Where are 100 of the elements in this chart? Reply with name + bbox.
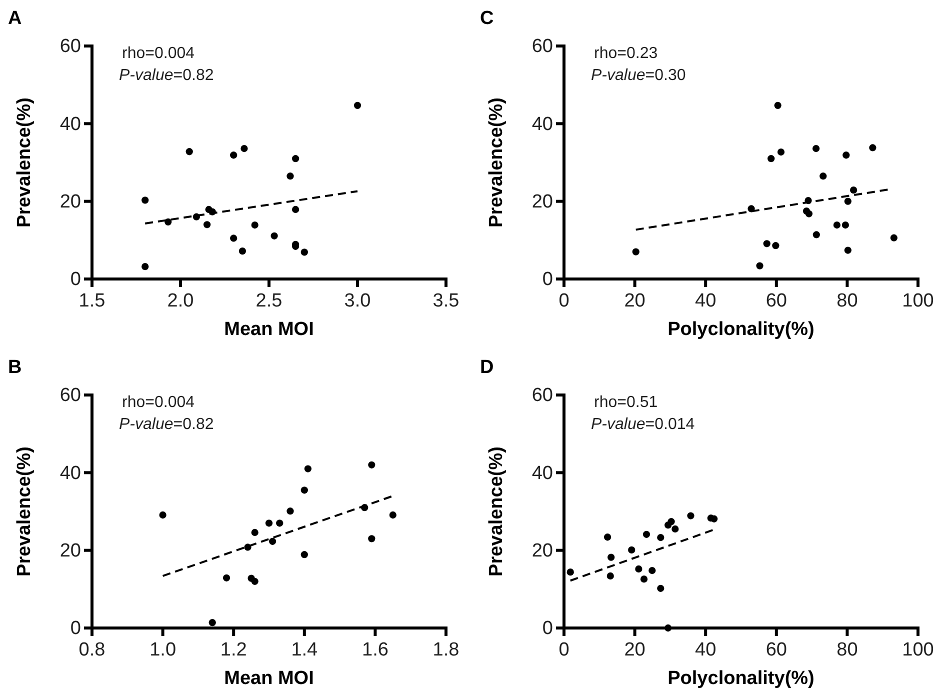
- annotation: P-value=0.82: [119, 67, 214, 84]
- point: [606, 572, 614, 580]
- point: [687, 512, 694, 520]
- point: [268, 538, 276, 545]
- point: [222, 574, 230, 582]
- point: [251, 578, 258, 585]
- point: [208, 619, 216, 626]
- point: [240, 144, 248, 152]
- x-tick-label: 60: [766, 639, 787, 660]
- x-tick-label: 2.5: [256, 290, 282, 312]
- y-tick-label: 0: [542, 269, 553, 290]
- point: [142, 263, 149, 270]
- point: [812, 231, 820, 238]
- annotation: rho=0.51: [594, 394, 658, 411]
- x-tick-label: 1.5: [78, 290, 106, 312]
- x-tick-label: 1.8: [432, 639, 460, 660]
- point: [657, 584, 664, 592]
- point: [238, 247, 246, 255]
- point: [628, 546, 636, 554]
- point: [276, 520, 284, 527]
- point: [642, 530, 650, 538]
- point: [668, 518, 675, 526]
- x-tick-label: 20: [624, 290, 646, 312]
- point: [159, 511, 166, 519]
- x-tick-label: 80: [836, 639, 858, 660]
- point: [608, 554, 615, 561]
- point: [203, 221, 211, 228]
- point: [270, 232, 278, 240]
- point: [844, 198, 852, 205]
- x-axis-title: Polyclonality(%): [668, 668, 814, 689]
- chart-title: C: [480, 8, 494, 29]
- y-tick-label: 20: [532, 540, 553, 562]
- point: [604, 534, 612, 541]
- x-tick-label: 20: [624, 639, 646, 660]
- y-tick-label: 40: [532, 462, 553, 484]
- point: [672, 525, 679, 533]
- x-tick-label: 40: [695, 290, 716, 312]
- y-tick-label: 40: [532, 114, 553, 135]
- y-tick-label: 40: [60, 114, 81, 135]
- x-tick-label: 0.8: [78, 639, 106, 660]
- x-tick-label: 3.5: [432, 290, 460, 312]
- point: [230, 152, 238, 159]
- x-tick-label: 0: [558, 290, 570, 312]
- x-tick-label: 1.4: [291, 639, 318, 660]
- x-tick-label: 1.0: [150, 639, 176, 660]
- point: [368, 461, 376, 468]
- point: [664, 624, 672, 632]
- y-tick-label: 60: [532, 385, 553, 406]
- point: [648, 566, 656, 574]
- point: [230, 234, 238, 242]
- y-axis-title: Prevalence(%): [486, 446, 507, 576]
- chart-title: D: [480, 357, 494, 378]
- point: [300, 248, 308, 256]
- point: [844, 246, 852, 254]
- x-tick-label: 80: [836, 290, 858, 312]
- y-tick-label: 60: [532, 36, 553, 58]
- point: [304, 465, 312, 472]
- point: [389, 511, 396, 519]
- point: [763, 240, 770, 248]
- point: [820, 172, 827, 180]
- point: [286, 508, 294, 515]
- point: [710, 515, 718, 522]
- y-tick-label: 60: [60, 36, 81, 58]
- point: [632, 248, 640, 256]
- y-tick-label: 20: [60, 191, 81, 212]
- point: [805, 210, 813, 218]
- annotation: rho=0.004: [122, 45, 195, 62]
- x-tick-label: 3.0: [344, 290, 371, 312]
- point: [833, 221, 840, 229]
- point: [292, 155, 300, 162]
- point: [635, 565, 642, 573]
- point: [142, 196, 149, 204]
- annotation: rho=0.004: [122, 394, 195, 411]
- point: [640, 576, 648, 583]
- y-tick-label: 0: [542, 618, 553, 640]
- chart-title: B: [8, 357, 22, 378]
- x-axis-title: Mean MOI: [224, 319, 314, 340]
- point: [354, 102, 362, 109]
- point: [368, 535, 376, 542]
- point: [186, 148, 193, 156]
- y-axis-title: Prevalence(%): [14, 446, 35, 576]
- y-tick-label: 0: [70, 618, 81, 640]
- annotation: P-value=0.82: [119, 416, 214, 433]
- x-tick-label: 60: [766, 290, 787, 312]
- x-tick-label: 40: [695, 639, 716, 660]
- point: [756, 262, 764, 270]
- point: [842, 221, 849, 229]
- point: [164, 218, 172, 226]
- y-tick-label: 20: [532, 191, 553, 212]
- x-axis-title: Polyclonality(%): [668, 319, 814, 340]
- point: [768, 155, 775, 162]
- annotation: P-value=0.014: [591, 416, 695, 433]
- point: [842, 152, 850, 159]
- y-tick-label: 60: [60, 385, 81, 406]
- annotation: P-value=0.30: [591, 67, 686, 84]
- point: [777, 148, 785, 156]
- y-axis-title: Prevalence(%): [14, 98, 35, 228]
- chart-title: A: [8, 8, 22, 29]
- point: [774, 102, 782, 109]
- y-tick-label: 0: [70, 269, 81, 290]
